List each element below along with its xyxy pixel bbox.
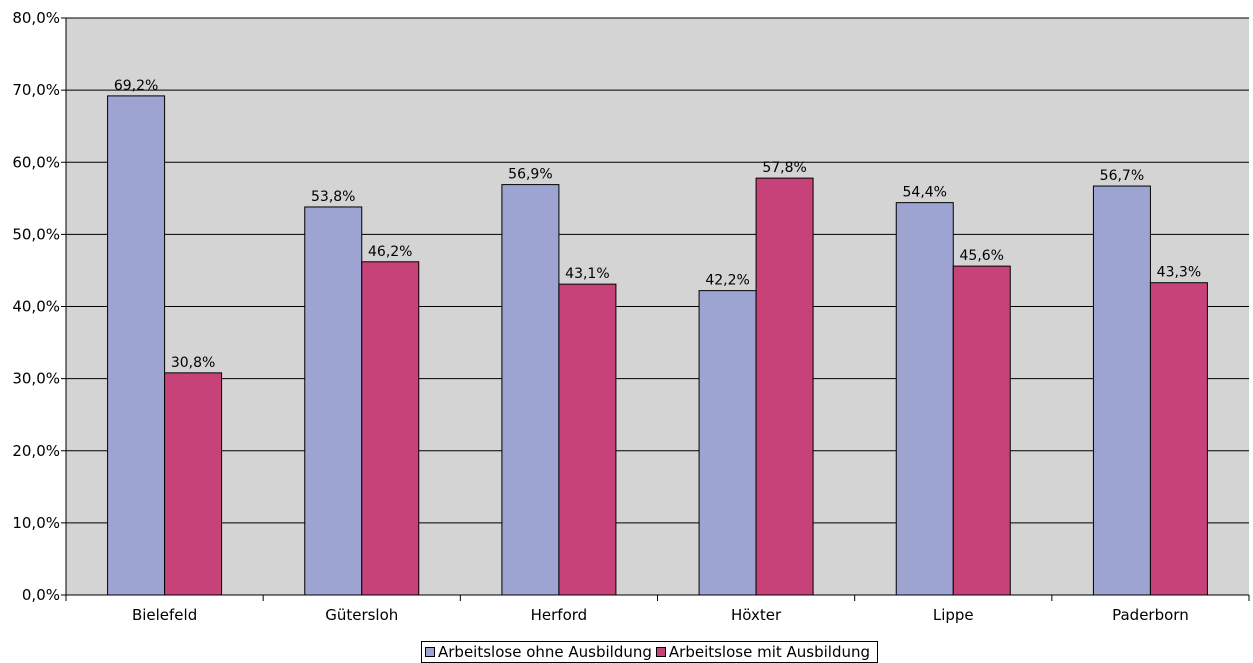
data-label: 69,2% — [114, 78, 158, 94]
bar-series-1-paderborn — [1092, 185, 1151, 596]
y-tick-label: 30,0% — [12, 370, 60, 388]
y-tick-label: 80,0% — [12, 9, 60, 27]
data-label: 57,8% — [762, 160, 806, 176]
bar-series-1-bielefeld — [107, 95, 166, 596]
data-label: 43,3% — [1157, 265, 1201, 281]
bar-series-1-gütersloh — [304, 206, 363, 596]
data-label: 53,8% — [311, 189, 355, 205]
y-tick-label: 70,0% — [12, 81, 60, 99]
bar-series-2-höxter — [755, 177, 814, 596]
y-tick-label: 10,0% — [12, 514, 60, 532]
bar-series-2-herford — [558, 283, 617, 596]
legend-item-series-1: Arbeitslose ohne Ausbildung — [425, 643, 652, 661]
legend-item-series-2: Arbeitslose mit Ausbildung — [655, 643, 871, 661]
data-label: 54,4% — [903, 185, 947, 201]
bar-series-2-bielefeld — [164, 372, 223, 596]
bar-series-1-herford — [501, 184, 560, 596]
data-label: 45,6% — [960, 248, 1004, 264]
legend-label-series-1: Arbeitslose ohne Ausbildung — [438, 643, 652, 661]
data-label: 46,2% — [368, 244, 412, 260]
x-category-label: Herford — [531, 606, 588, 624]
data-label: 43,1% — [565, 266, 609, 282]
y-tick-label: 40,0% — [12, 298, 60, 316]
bar-series-2-lippe — [952, 265, 1011, 596]
y-tick-label: 50,0% — [12, 225, 60, 243]
legend-swatch-series-2 — [655, 647, 666, 657]
legend-label-series-2: Arbeitslose mit Ausbildung — [668, 643, 871, 661]
x-category-label: Bielefeld — [132, 606, 197, 624]
chart-legend: Arbeitslose ohne Ausbildung Arbeitslose … — [421, 641, 879, 663]
y-tick-label: 0,0% — [22, 586, 60, 604]
data-label: 56,9% — [508, 167, 552, 183]
bar-series-2-gütersloh — [361, 261, 420, 596]
bar-series-2-paderborn — [1149, 282, 1208, 596]
x-category-label: Paderborn — [1112, 606, 1189, 624]
legend-swatch-series-1 — [425, 647, 435, 657]
data-label: 42,2% — [705, 273, 749, 289]
y-tick-label: 20,0% — [12, 442, 60, 460]
y-tick-label: 60,0% — [12, 153, 60, 171]
x-category-label: Höxter — [731, 606, 782, 624]
bar-series-1-lippe — [895, 202, 954, 596]
bar-series-1-höxter — [698, 290, 757, 596]
x-category-label: Gütersloh — [325, 606, 398, 624]
x-category-label: Lippe — [933, 606, 974, 624]
data-label: 56,7% — [1100, 168, 1144, 184]
data-label: 30,8% — [171, 355, 215, 371]
